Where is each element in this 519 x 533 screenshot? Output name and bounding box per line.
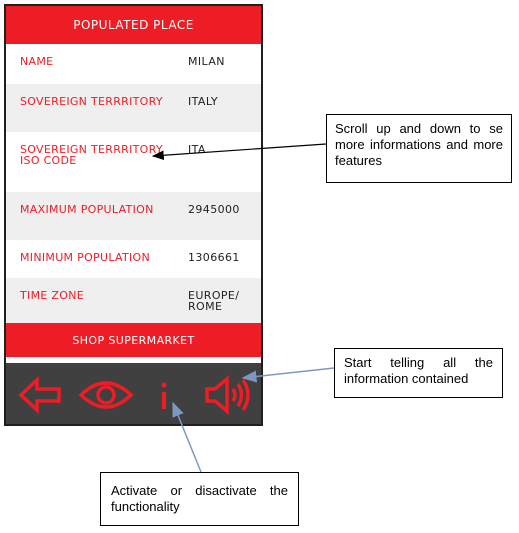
bottom-toolbar bbox=[6, 363, 261, 424]
row-label: SOVEREIGN TERRRITORY bbox=[20, 95, 163, 108]
info-icon bbox=[161, 382, 167, 409]
row-label: MINIMUM POPULATION bbox=[20, 251, 151, 264]
speaker-icon bbox=[205, 374, 250, 415]
row-label: SOVEREIGN TERRRITORY ISO CODE bbox=[20, 143, 163, 167]
row-label: NAME bbox=[20, 55, 54, 68]
speak-callout: Start telling all the information contai… bbox=[334, 348, 503, 398]
view-button[interactable] bbox=[76, 363, 136, 424]
row-label: TIME ZONE bbox=[20, 289, 84, 302]
page-title: POPULATED PLACE bbox=[6, 6, 261, 44]
row-value: MILAN bbox=[188, 55, 225, 68]
shop-supermarket-button[interactable]: SHOP SUPERMARKET bbox=[6, 323, 261, 357]
phone-screen: POPULATED PLACE NAME MILAN SOVEREIGN TER… bbox=[4, 4, 263, 426]
list-item: MAXIMUM POPULATION 2945000 bbox=[6, 192, 261, 240]
row-value: EUROPE/ ROME bbox=[188, 289, 240, 313]
list-item: SOVEREIGN TERRRITORY ISO CODE ITA bbox=[6, 132, 261, 192]
list-item: TIME ZONE EUROPE/ ROME bbox=[6, 278, 261, 323]
back-button[interactable] bbox=[16, 363, 64, 424]
row-value: ITALY bbox=[188, 95, 219, 108]
info-toggle-button[interactable] bbox=[154, 363, 174, 424]
back-arrow-icon bbox=[18, 375, 61, 414]
info-list[interactable]: NAME MILAN SOVEREIGN TERRRITORY ITALY SO… bbox=[6, 44, 261, 323]
scroll-callout: Scroll up and down to se more informatio… bbox=[326, 114, 512, 183]
row-label: MAXIMUM POPULATION bbox=[20, 203, 154, 216]
row-value: 1306661 bbox=[188, 251, 240, 264]
list-item: NAME MILAN bbox=[6, 44, 261, 84]
row-value: 2945000 bbox=[188, 203, 240, 216]
toggle-callout: Activate or disactivate the functionalit… bbox=[100, 472, 299, 526]
speak-button[interactable] bbox=[202, 363, 254, 424]
list-item: SOVEREIGN TERRRITORY ITALY bbox=[6, 84, 261, 132]
row-value: ITA bbox=[188, 143, 206, 156]
list-item: MINIMUM POPULATION 1306661 bbox=[6, 240, 261, 278]
eye-icon bbox=[78, 380, 134, 409]
